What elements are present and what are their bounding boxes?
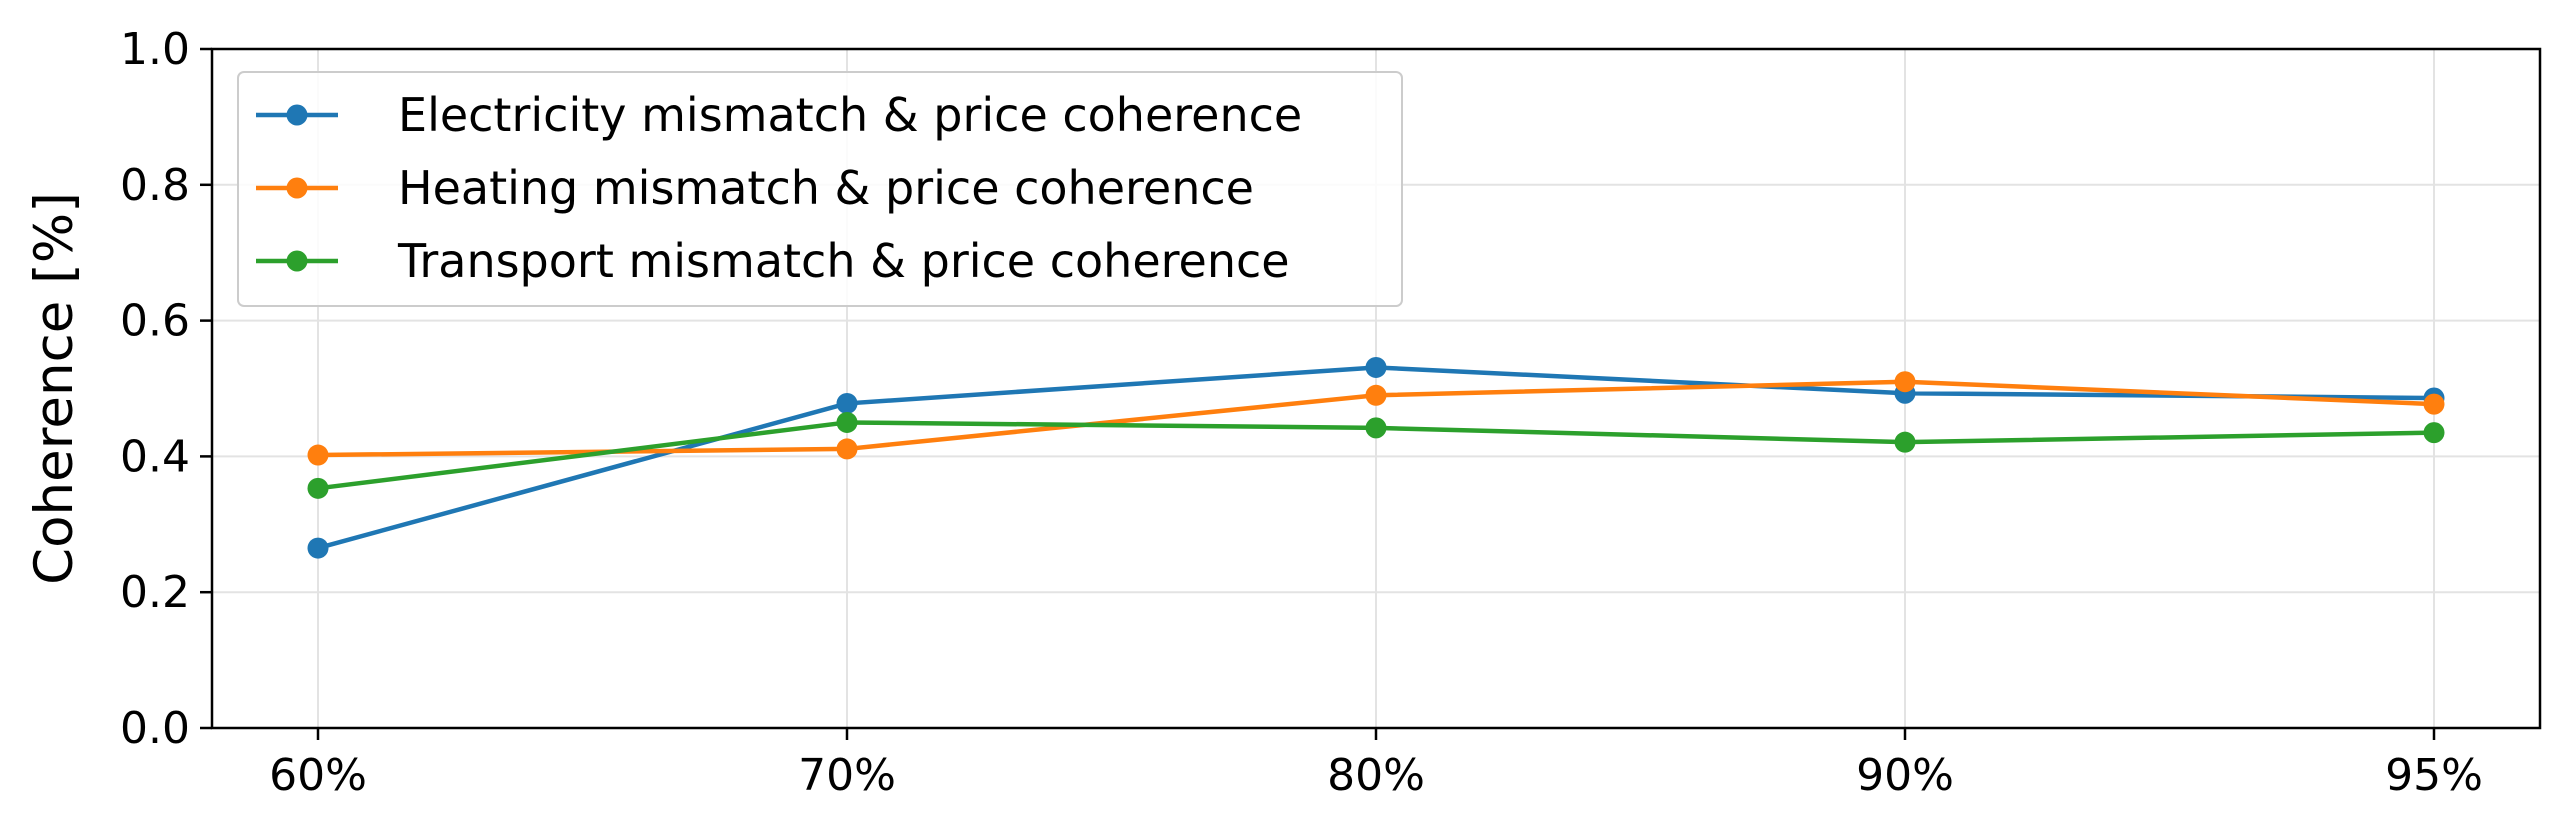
data-point (836, 411, 858, 433)
x-tick-label: 70% (798, 750, 896, 801)
series-3 (307, 411, 2445, 499)
legend-marker (286, 250, 308, 272)
data-point (836, 438, 858, 460)
legend-box (237, 71, 1403, 307)
series-layer (307, 356, 2445, 559)
y-axis-ticks: 0.0 0.2 0.4 0.6 0.8 1.0 (120, 24, 212, 754)
y-tick-label: 0.6 (120, 296, 190, 347)
data-point (307, 477, 329, 499)
legend-item: Transport mismatch & price coherence (256, 234, 1290, 288)
data-point (1365, 417, 1387, 439)
data-point (1365, 384, 1387, 406)
series-2 (307, 371, 2445, 466)
legend-item: Heating mismatch & price coherence (256, 161, 1254, 215)
legend: Electricity mismatch & price coherence He… (237, 71, 1403, 307)
data-point (1894, 431, 1916, 453)
x-axis-ticks: 60% 70% 80% 90% 95% (269, 728, 2483, 801)
y-tick-label: 0.2 (120, 567, 190, 618)
legend-item: Electricity mismatch & price coherence (256, 88, 1302, 142)
data-point (307, 444, 329, 466)
y-tick-label: 0.8 (120, 160, 190, 211)
data-point (2423, 422, 2445, 444)
y-axis-label: Coherence [%] (24, 192, 85, 585)
data-point (2423, 393, 2445, 415)
legend-label: Electricity mismatch & price coherence (398, 88, 1302, 142)
legend-marker (286, 104, 308, 126)
data-point (307, 537, 329, 559)
legend-label: Heating mismatch & price coherence (398, 161, 1254, 215)
data-point (836, 392, 858, 414)
x-tick-label: 80% (1327, 750, 1425, 801)
y-tick-label: 0.4 (120, 431, 190, 482)
legend-label: Transport mismatch & price coherence (397, 234, 1290, 288)
x-tick-label: 60% (269, 750, 367, 801)
x-tick-label: 95% (2385, 750, 2483, 801)
x-tick-label: 90% (1856, 750, 1954, 801)
legend-marker (286, 177, 308, 199)
data-point (1365, 356, 1387, 378)
y-tick-label: 0.0 (120, 703, 190, 754)
y-tick-label: 1.0 (120, 24, 190, 75)
data-point (1894, 371, 1916, 393)
